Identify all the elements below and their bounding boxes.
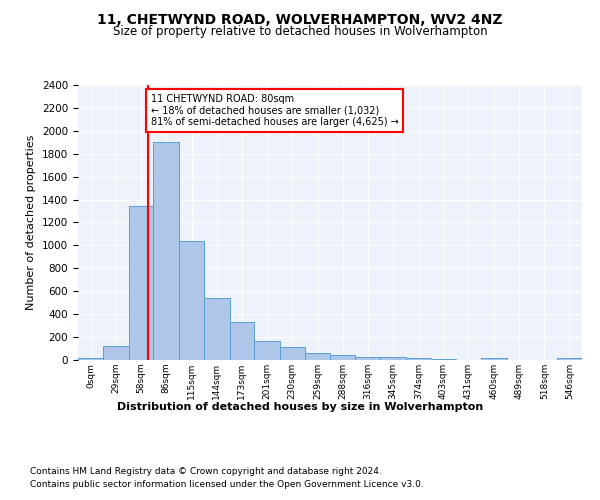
Text: 11, CHETWYND ROAD, WOLVERHAMPTON, WV2 4NZ: 11, CHETWYND ROAD, WOLVERHAMPTON, WV2 4N… [97, 12, 503, 26]
Bar [154, 142, 179, 360]
Y-axis label: Number of detached properties: Number of detached properties [26, 135, 37, 310]
Text: Contains HM Land Registry data © Crown copyright and database right 2024.: Contains HM Land Registry data © Crown c… [30, 468, 382, 476]
Bar [254, 341, 280, 360]
Bar [331, 356, 355, 360]
Text: Size of property relative to detached houses in Wolverhampton: Size of property relative to detached ho… [113, 25, 487, 38]
Bar [179, 241, 204, 360]
Bar [481, 358, 506, 360]
Bar [280, 348, 305, 360]
Bar [355, 356, 380, 360]
Bar [129, 206, 154, 360]
Bar [406, 358, 431, 360]
Bar [431, 359, 456, 360]
Text: 11 CHETWYND ROAD: 80sqm
← 18% of detached houses are smaller (1,032)
81% of semi: 11 CHETWYND ROAD: 80sqm ← 18% of detache… [151, 94, 398, 128]
Bar [380, 357, 406, 360]
Bar [557, 358, 582, 360]
Text: Distribution of detached houses by size in Wolverhampton: Distribution of detached houses by size … [117, 402, 483, 412]
Bar [103, 346, 129, 360]
Bar [78, 358, 103, 360]
Bar [230, 322, 254, 360]
Bar [305, 353, 331, 360]
Text: Contains public sector information licensed under the Open Government Licence v3: Contains public sector information licen… [30, 480, 424, 489]
Bar [204, 298, 230, 360]
